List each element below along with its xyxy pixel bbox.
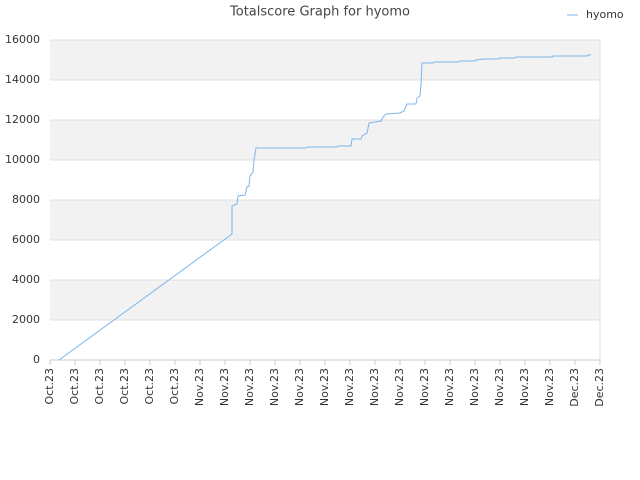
x-tick-label: Nov.23 [443, 368, 456, 406]
x-tick-label: Oct.23 [118, 368, 131, 405]
y-tick-label: 12000 [5, 113, 40, 126]
y-tick-label: 16000 [5, 33, 40, 46]
x-tick-label: Nov.23 [318, 368, 331, 406]
x-tick-label: Oct.23 [43, 368, 56, 405]
y-tick-label: 10000 [5, 153, 40, 166]
chart-title: Totalscore Graph for hyomo [229, 5, 410, 20]
grid-band [50, 280, 600, 320]
x-tick-label: Nov.23 [518, 368, 531, 406]
x-tick-label: Nov.23 [393, 368, 406, 406]
x-tick-label: Dec.23 [568, 368, 581, 407]
x-tick-label: Oct.23 [68, 368, 81, 405]
x-tick-label: Oct.23 [143, 368, 156, 405]
x-tick-label: Nov.23 [368, 368, 381, 406]
grid-band [50, 200, 600, 240]
y-tick-label: 8000 [12, 193, 40, 206]
legend-label: hyomo [586, 8, 624, 21]
grid-band [50, 40, 600, 80]
series-line [58, 54, 591, 361]
grid-band [50, 120, 600, 160]
y-tick-label: 2000 [12, 313, 40, 326]
x-tick-label: Dec.23 [593, 368, 606, 407]
x-tick-label: Nov.23 [493, 368, 506, 406]
y-tick-label: 6000 [12, 233, 40, 246]
x-tick-label: Nov.23 [193, 368, 206, 406]
x-tick-label: Oct.23 [168, 368, 181, 405]
x-tick-label: Nov.23 [268, 368, 281, 406]
x-tick-label: Nov.23 [468, 368, 481, 406]
y-tick-label: 14000 [5, 73, 40, 86]
x-tick-label: Nov.23 [543, 368, 556, 406]
x-tick-label: Nov.23 [243, 368, 256, 406]
x-tick-label: Oct.23 [93, 368, 106, 405]
y-tick-label: 0 [33, 353, 40, 366]
x-tick-label: Nov.23 [218, 368, 231, 406]
x-tick-label: Nov.23 [418, 368, 431, 406]
x-tick-label: Nov.23 [293, 368, 306, 406]
x-tick-label: Nov.23 [343, 368, 356, 406]
y-tick-label: 4000 [12, 273, 40, 286]
